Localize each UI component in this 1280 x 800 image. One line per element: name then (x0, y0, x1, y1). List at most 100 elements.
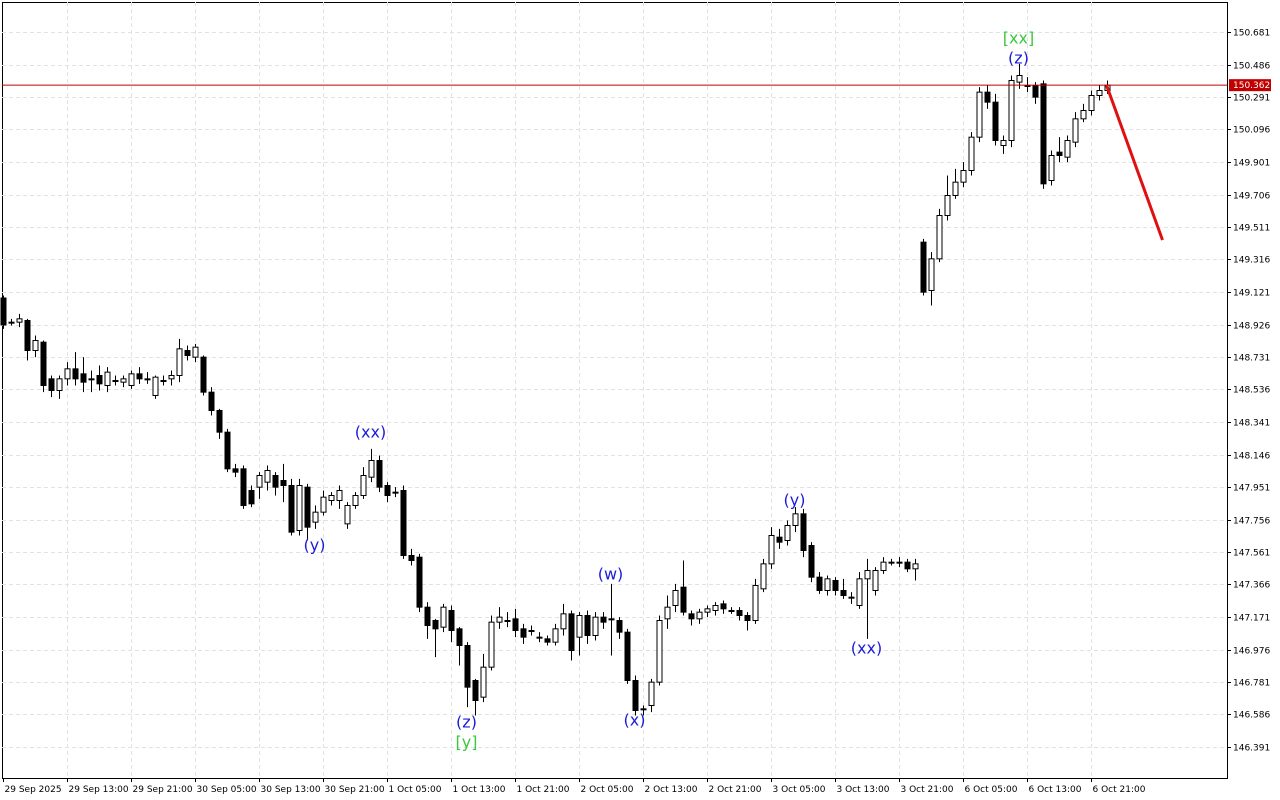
candle-body (544, 638, 551, 643)
candle-body (40, 341, 47, 386)
candle-body (632, 680, 639, 711)
candle-body (936, 215, 943, 260)
candle-body (976, 91, 983, 138)
current-price-label: 150.362 (1233, 81, 1270, 91)
candle-body (952, 181, 959, 197)
candle-body (384, 485, 391, 496)
candle-body (392, 491, 399, 494)
candle-body (72, 368, 79, 380)
candle-body (16, 318, 23, 323)
y-tick-label: 147.171 (1233, 614, 1270, 624)
candle-body (408, 555, 415, 561)
candle-body (776, 536, 783, 543)
candle-body (568, 613, 575, 651)
candle-body (648, 681, 655, 707)
candle-body (48, 378, 55, 392)
candle-body (24, 320, 31, 351)
y-tick-label: 148.146 (1233, 452, 1270, 462)
candle-body (704, 608, 711, 613)
y-tick-label: 149.316 (1233, 256, 1270, 266)
candle-body (744, 615, 751, 621)
y-tick-label: 148.731 (1233, 354, 1270, 364)
candle-body (112, 380, 119, 382)
candle-body (1096, 90, 1103, 96)
candle-body (808, 545, 815, 578)
candle-body (896, 561, 903, 564)
candle-body (1032, 85, 1039, 98)
candle-body (696, 611, 703, 620)
candle-body (720, 603, 727, 610)
y-tick-label: 146.391 (1233, 744, 1270, 754)
candle-body (736, 610, 743, 616)
candle-body (152, 376, 159, 396)
candle-body (8, 321, 15, 324)
y-tick-label: 148.926 (1233, 322, 1270, 332)
candle-body (448, 610, 455, 631)
candle-body (288, 485, 295, 533)
candle-body (456, 628, 463, 646)
candle-body (872, 570, 879, 591)
y-tick-label: 147.756 (1233, 517, 1270, 527)
candle-body (920, 241, 927, 293)
candle-body (1048, 155, 1055, 181)
candle-body (1072, 118, 1079, 143)
candle-body (0, 297, 7, 326)
candle-body (760, 563, 767, 590)
x-tick-label: 30 Sep 13:00 (261, 785, 321, 795)
x-tick-label: 29 Sep 2025 (5, 785, 62, 795)
candle-body (1056, 151, 1063, 157)
candle-body (224, 431, 231, 470)
candle-body (864, 570, 871, 580)
y-tick-label: 149.901 (1233, 159, 1270, 169)
plot-frame (2, 2, 1228, 779)
candle-body (272, 475, 279, 488)
candle-body (96, 375, 103, 385)
candle-body (664, 606, 671, 620)
candle-body (344, 505, 351, 525)
candle-body (488, 621, 495, 668)
candle-body (280, 480, 287, 486)
candle-body (1000, 140, 1007, 146)
x-tick-label: 1 Oct 21:00 (517, 785, 570, 795)
candle-body (792, 513, 799, 526)
candle-body (912, 563, 919, 570)
x-tick-label: 2 Oct 05:00 (581, 785, 634, 795)
y-tick-label: 146.781 (1233, 679, 1270, 689)
candle-body (960, 170, 967, 183)
x-tick-label: 2 Oct 13:00 (645, 785, 698, 795)
candle-body (120, 378, 127, 383)
candle-body (432, 620, 439, 630)
candle-body (608, 618, 615, 621)
x-tick-label: 6 Oct 13:00 (1029, 785, 1082, 795)
candle-body (80, 373, 87, 383)
candle-body (240, 468, 247, 507)
candle-body (304, 486, 311, 528)
wave-label: (z) (1008, 49, 1029, 68)
wave-label: [y] (456, 733, 478, 752)
y-tick-label: 146.586 (1233, 711, 1270, 721)
candle-body (520, 628, 527, 638)
candle-body (128, 373, 135, 387)
candle-body (824, 578, 831, 591)
x-tick-label: 3 Oct 21:00 (901, 785, 954, 795)
candle-body (560, 613, 567, 630)
candle-body (256, 475, 263, 488)
candle-body (248, 490, 255, 505)
candle-body (584, 615, 591, 636)
x-tick-label: 30 Sep 21:00 (325, 785, 385, 795)
wave-label: [xx] (1003, 29, 1034, 48)
y-tick-label: 150.486 (1233, 62, 1270, 72)
x-tick-label: 3 Oct 13:00 (837, 785, 890, 795)
candle-body (616, 620, 623, 633)
candle-body (160, 380, 167, 382)
candle-body (136, 373, 143, 380)
candle-body (576, 615, 583, 638)
candle-body (592, 616, 599, 637)
x-tick-label: 1 Oct 13:00 (453, 785, 506, 795)
candle-body (88, 378, 95, 381)
candle-body (264, 470, 271, 483)
y-tick-label: 148.341 (1233, 419, 1270, 429)
candle-body (1088, 95, 1095, 111)
